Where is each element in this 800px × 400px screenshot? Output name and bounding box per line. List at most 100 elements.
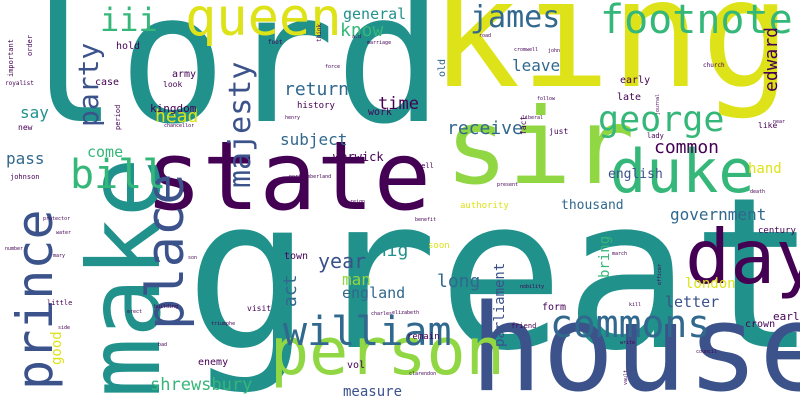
word-cromwell: cromwell [514, 47, 539, 53]
word-march: march [612, 251, 628, 257]
word-duke: duke [610, 137, 755, 207]
word-thousand: thousand [561, 198, 624, 213]
word-long: long [437, 271, 481, 292]
word-johnson: johnson [10, 173, 40, 181]
word-royalist: royalist [5, 80, 34, 87]
word-early: early [620, 75, 651, 86]
word-soon: soon [428, 241, 450, 251]
word-hold: hold [116, 41, 141, 52]
word-crown: crown [745, 319, 776, 330]
word-great: great [185, 152, 800, 397]
word-common: common [654, 137, 720, 158]
word-english: english [608, 167, 663, 182]
word-side: side [58, 325, 71, 331]
word-building: building [154, 304, 179, 310]
word-present: present [497, 182, 519, 188]
word-subject: subject [280, 130, 348, 149]
word-house: house [470, 280, 800, 400]
word-late: late [617, 92, 642, 103]
word-journal: journal [655, 93, 661, 115]
word-kill: kill [629, 302, 642, 308]
word-mary: mary [53, 253, 66, 259]
word-near: near [773, 119, 786, 125]
word-case: case [95, 77, 120, 88]
word-parliament: parliament [492, 262, 508, 347]
word-whig: whig [365, 240, 409, 261]
word-person: person [270, 315, 505, 390]
word-council: council [696, 349, 718, 355]
word-reign: reign [350, 199, 366, 205]
word-head: head [155, 106, 199, 127]
word-enemy: enemy [198, 357, 229, 368]
word-century: century [758, 226, 796, 236]
word-tell: tell [417, 162, 434, 170]
word-lord: lord [10, 0, 444, 164]
word-authority: authority [460, 201, 509, 211]
word-say: say [20, 103, 49, 122]
word-period: period [114, 104, 122, 130]
word-kingdom: kingdom [150, 102, 197, 115]
word-earl: earl [773, 310, 800, 323]
word-road: road [479, 33, 492, 39]
word-follow: follow [537, 96, 556, 102]
word-bring: bring [597, 235, 613, 278]
word-pass: pass [6, 149, 45, 168]
word-receive: receive [447, 118, 523, 139]
word-remain: remain [407, 332, 440, 342]
word-vol: vol [347, 360, 366, 371]
word-marriage: marriage [367, 40, 392, 46]
word-elizabeth: elizabeth [392, 310, 420, 316]
word-protector: protector [43, 216, 71, 222]
word-old: old [437, 58, 448, 77]
word-death: death [750, 189, 766, 195]
word-foot: foot [268, 39, 283, 46]
word-benefit: benefit [415, 217, 437, 223]
word-william: william [283, 309, 452, 355]
word-a-d: a.d [352, 34, 362, 40]
word-friend: friend [511, 322, 537, 330]
word-majesty: majesty [223, 61, 258, 188]
word-james: james [470, 0, 561, 35]
word-nobility: nobility [520, 284, 545, 290]
word-government: government [670, 205, 767, 224]
word-chancellor: chancellor [164, 123, 195, 129]
word-new: new [18, 123, 33, 132]
word-force: force [325, 64, 341, 70]
word-vault: vault [623, 369, 629, 385]
word-general: general [343, 5, 407, 23]
word-look: look [163, 80, 183, 89]
word-army: army [172, 69, 197, 80]
word-day: day [685, 213, 800, 301]
word-little: little [47, 299, 73, 307]
word-officer: officer [657, 263, 663, 285]
word-act: act [280, 274, 301, 307]
word-sir: sir [445, 86, 635, 208]
word-come: come [87, 143, 124, 161]
word-shrewsbury: shrewsbury [150, 375, 253, 395]
word-king: king [430, 0, 792, 122]
word-important: important [7, 39, 15, 77]
word-like: like [758, 121, 778, 130]
word-form: form [542, 302, 567, 313]
word-lady: lady [647, 132, 664, 140]
word-water: water [56, 230, 72, 236]
word-bad: bad [158, 342, 168, 348]
word-london: london [685, 276, 736, 292]
word-measure: measure [343, 384, 403, 400]
word-commons: commons [550, 302, 711, 346]
word-state: state [145, 122, 431, 232]
word-leave: leave [512, 56, 561, 75]
word-time: time [378, 94, 419, 114]
word-church: church [703, 62, 725, 69]
word-john: john [548, 48, 561, 54]
word-think: think [316, 23, 323, 42]
word-history: history [297, 101, 335, 111]
word-bill: bill [70, 152, 167, 198]
word-know: know [340, 20, 384, 41]
word-write: write [620, 340, 636, 346]
word-town: town [284, 251, 309, 262]
word-son: son [188, 255, 198, 261]
word-good: good [49, 331, 65, 365]
word-edward: edward [761, 26, 782, 92]
